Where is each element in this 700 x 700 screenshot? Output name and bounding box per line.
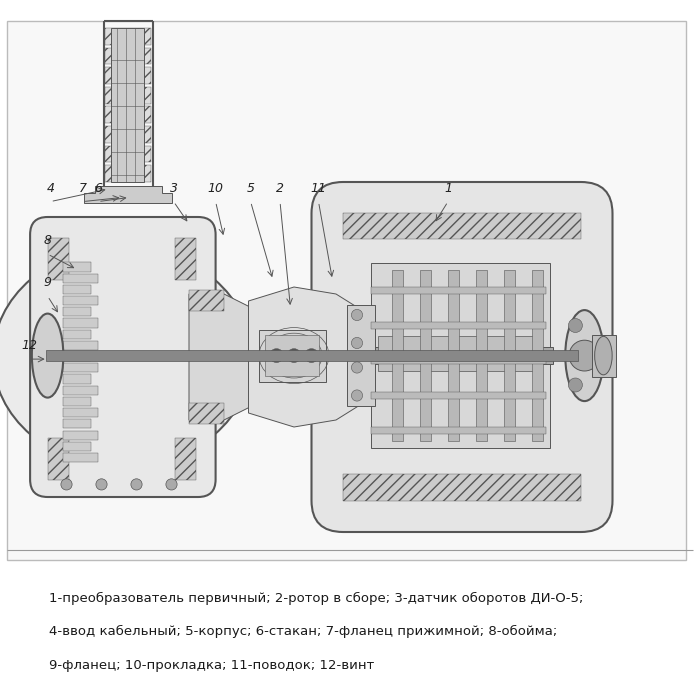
Text: 1: 1 <box>444 181 452 195</box>
Bar <box>189 290 224 312</box>
Text: 2: 2 <box>276 181 284 195</box>
Circle shape <box>351 362 363 373</box>
Bar <box>343 213 581 239</box>
Bar <box>63 442 91 451</box>
Bar <box>63 352 91 361</box>
Bar <box>105 28 151 45</box>
Text: 10: 10 <box>208 181 223 195</box>
Bar <box>378 336 539 371</box>
Bar <box>343 474 581 500</box>
Circle shape <box>270 349 284 363</box>
Bar <box>105 146 151 162</box>
Circle shape <box>351 390 363 401</box>
Bar <box>63 430 98 440</box>
Text: 11: 11 <box>311 181 326 195</box>
Bar <box>364 346 553 364</box>
Ellipse shape <box>32 314 63 398</box>
Text: 5: 5 <box>246 181 255 195</box>
Bar <box>63 296 98 305</box>
Bar <box>63 274 98 283</box>
Bar <box>63 453 98 462</box>
Bar <box>371 322 546 329</box>
FancyBboxPatch shape <box>312 182 612 532</box>
Bar <box>259 330 326 382</box>
Circle shape <box>61 479 72 490</box>
Bar <box>63 285 91 294</box>
Bar <box>105 126 151 143</box>
Bar <box>371 287 546 294</box>
Bar <box>189 402 224 423</box>
Polygon shape <box>189 294 252 420</box>
FancyBboxPatch shape <box>30 217 216 497</box>
Circle shape <box>131 479 142 490</box>
Bar <box>105 48 151 64</box>
Circle shape <box>568 318 582 332</box>
Circle shape <box>287 349 301 363</box>
Ellipse shape <box>566 310 603 401</box>
Bar <box>48 238 69 280</box>
Bar <box>175 438 196 480</box>
Bar <box>448 270 458 441</box>
Bar <box>346 304 374 406</box>
Bar <box>175 238 196 280</box>
Polygon shape <box>57 238 189 476</box>
Bar <box>105 106 151 123</box>
Bar <box>371 392 546 399</box>
Circle shape <box>569 340 600 371</box>
Text: 7: 7 <box>78 181 87 195</box>
Text: 6: 6 <box>94 181 102 195</box>
Bar <box>105 165 151 182</box>
Bar <box>63 397 91 406</box>
Polygon shape <box>84 186 172 203</box>
Bar <box>63 419 91 428</box>
Bar <box>46 350 578 361</box>
Bar <box>504 270 514 441</box>
Bar <box>371 262 550 448</box>
Bar <box>63 318 98 328</box>
Circle shape <box>568 378 582 392</box>
Text: 9-фланец; 10-прокладка; 11-поводок; 12-винт: 9-фланец; 10-прокладка; 11-поводок; 12-в… <box>49 659 374 672</box>
Text: 3: 3 <box>169 181 178 195</box>
Bar <box>371 357 546 364</box>
Bar <box>7 21 686 560</box>
Bar <box>63 386 98 395</box>
Bar <box>105 87 151 104</box>
Circle shape <box>351 337 363 349</box>
Text: 4: 4 <box>46 181 55 195</box>
Bar <box>63 408 98 417</box>
Bar <box>532 270 542 441</box>
Bar <box>63 363 98 372</box>
Text: 1-преобразователь первичный; 2-ротор в сборе; 3-датчик оборотов ДИ-О-5;: 1-преобразователь первичный; 2-ротор в с… <box>49 592 583 605</box>
Polygon shape <box>248 287 364 427</box>
Bar <box>48 438 69 480</box>
Text: 8: 8 <box>43 234 52 247</box>
Bar <box>63 374 91 384</box>
Circle shape <box>351 309 363 321</box>
Text: 4-ввод кабельный; 5-корпус; 6-стакан; 7-фланец прижимной; 8-обойма;: 4-ввод кабельный; 5-корпус; 6-стакан; 7-… <box>49 625 557 638</box>
Circle shape <box>166 479 177 490</box>
Bar <box>63 262 91 272</box>
Bar <box>392 270 402 441</box>
Bar <box>476 270 486 441</box>
Bar <box>105 67 151 84</box>
Bar <box>111 28 144 182</box>
Text: 12: 12 <box>22 339 37 352</box>
Bar <box>592 335 616 377</box>
Ellipse shape <box>0 247 252 467</box>
Bar <box>63 330 91 339</box>
Bar <box>63 341 98 350</box>
Bar <box>63 307 91 316</box>
Bar <box>371 427 546 434</box>
Text: 9: 9 <box>43 276 52 289</box>
Circle shape <box>96 479 107 490</box>
Bar <box>420 270 430 441</box>
Bar <box>265 335 319 376</box>
Circle shape <box>304 349 318 363</box>
Ellipse shape <box>594 337 612 375</box>
